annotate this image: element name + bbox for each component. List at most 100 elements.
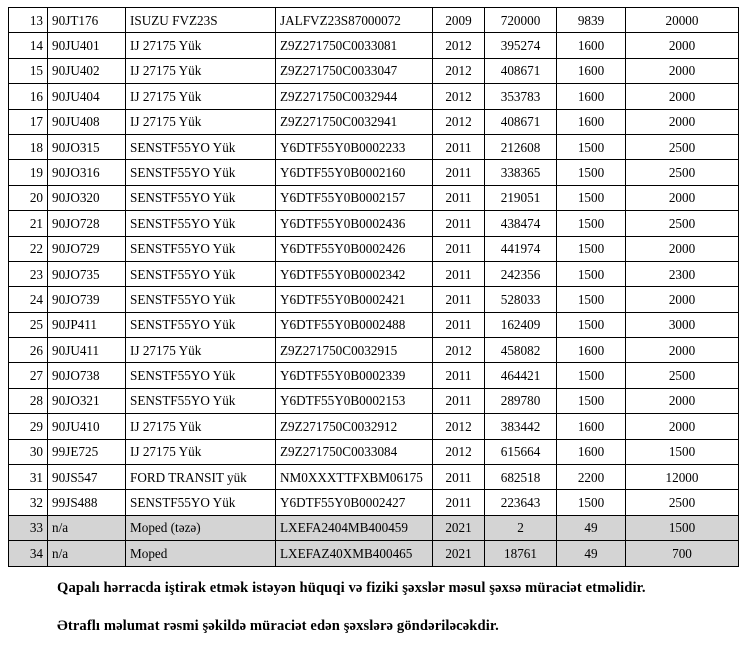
cell-no: 29 <box>8 413 48 440</box>
cell-model: IJ 27175 Yük <box>125 108 276 135</box>
cell-vin: Y6DTF55Y0B0002160 <box>275 159 433 186</box>
cell-vin: Z9Z271750C0032944 <box>275 83 433 110</box>
cell-year: 2011 <box>432 260 485 288</box>
cell-mileage: 408671 <box>484 57 557 85</box>
vehicle-table-body: 13 90JT176 ISUZU FVZ23S JALFVZ23S87000072 20… <box>8 6 739 567</box>
cell-vin: LXEFAZ40XMB400465 <box>275 540 433 567</box>
cell-engine: 1600 <box>556 32 626 59</box>
cell-no: 26 <box>8 337 48 364</box>
cell-price: 2000 <box>625 235 739 262</box>
cell-no: 14 <box>8 32 48 59</box>
cell-engine: 1500 <box>556 362 626 389</box>
cell-model: SENSTF55YO Yük <box>125 489 276 516</box>
cell-model: IJ 27175 Yük <box>125 83 276 110</box>
cell-mileage: 18761 <box>484 540 557 567</box>
cell-price: 2000 <box>625 83 739 110</box>
cell-year: 2009 <box>432 6 485 34</box>
cell-no: 27 <box>8 362 48 389</box>
cell-plate: 90JO729 <box>47 235 126 262</box>
cell-vin: Y6DTF55Y0B0002436 <box>275 210 433 237</box>
cell-year: 2012 <box>432 108 485 135</box>
cell-no: 22 <box>8 235 48 262</box>
cell-plate: 90JU401 <box>47 32 126 59</box>
cell-vin: Z9Z271750C0032941 <box>275 108 433 135</box>
cell-vin: Y6DTF55Y0B0002153 <box>275 387 433 415</box>
cell-model: SENSTF55YO Yük <box>125 159 276 186</box>
cell-model: SENSTF55YO Yük <box>125 260 276 288</box>
footer-notes: Qapalı hərracda iştirak etmək istəyən hü… <box>57 578 677 636</box>
cell-plate: 90JO738 <box>47 362 126 389</box>
cell-vin: Z9Z271750C0032912 <box>275 413 433 440</box>
cell-price: 1500 <box>625 438 739 466</box>
cell-price: 2500 <box>625 489 739 516</box>
table-row: 33 n/a Moped (təzə) LXEFA2404MB400459 2021 2 4… <box>8 514 739 542</box>
cell-year: 2011 <box>432 311 485 339</box>
cell-model: Moped <box>125 540 276 567</box>
cell-year: 2012 <box>432 57 485 85</box>
cell-plate: 99JS488 <box>47 489 126 516</box>
cell-engine: 2200 <box>556 464 626 491</box>
table-row: 13 90JT176 ISUZU FVZ23S JALFVZ23S87000072 20… <box>8 6 739 34</box>
cell-plate: 90JS547 <box>47 464 126 491</box>
cell-price: 2000 <box>625 32 739 59</box>
cell-model: SENSTF55YO Yük <box>125 387 276 415</box>
cell-mileage: 242356 <box>484 260 557 288</box>
cell-mileage: 464421 <box>484 362 557 389</box>
cell-model: FORD TRANSIT yük <box>125 464 276 491</box>
table-row: 22 90JO729 SENSTF55YO Yük Y6DTF55Y0B0002426… <box>8 235 739 262</box>
table-row: 18 90JO315 SENSTF55YO Yük Y6DTF55Y0B0002233… <box>8 133 739 161</box>
cell-model: IJ 27175 Yük <box>125 32 276 59</box>
cell-price: 2000 <box>625 286 739 313</box>
cell-no: 28 <box>8 387 48 415</box>
cell-engine: 1600 <box>556 413 626 440</box>
cell-plate: 90JP411 <box>47 311 126 339</box>
vehicle-table-container: 13 90JT176 ISUZU FVZ23S JALFVZ23S87000072 20… <box>8 6 739 567</box>
cell-mileage: 441974 <box>484 235 557 262</box>
table-row: 19 90JO316 SENSTF55YO Yük Y6DTF55Y0B0002160… <box>8 159 739 186</box>
cell-engine: 1500 <box>556 489 626 516</box>
cell-price: 3000 <box>625 311 739 339</box>
table-row: 23 90JO735 SENSTF55YO Yük Y6DTF55Y0B0002342… <box>8 260 739 288</box>
cell-vin: Y6DTF55Y0B0002426 <box>275 235 433 262</box>
cell-plate: 90JO320 <box>47 184 126 212</box>
cell-mileage: 2 <box>484 514 557 542</box>
cell-plate: 90JO316 <box>47 159 126 186</box>
cell-no: 33 <box>8 514 48 542</box>
cell-vin: Y6DTF55Y0B0002488 <box>275 311 433 339</box>
cell-price: 2300 <box>625 260 739 288</box>
table-row: 29 90JU410 IJ 27175 Yük Z9Z271750C0032912 20… <box>8 413 739 440</box>
cell-vin: Z9Z271750C0033084 <box>275 438 433 466</box>
cell-year: 2021 <box>432 540 485 567</box>
cell-no: 25 <box>8 311 48 339</box>
cell-price: 2000 <box>625 337 739 364</box>
cell-engine: 1500 <box>556 235 626 262</box>
cell-model: SENSTF55YO Yük <box>125 235 276 262</box>
cell-mileage: 438474 <box>484 210 557 237</box>
cell-price: 2000 <box>625 108 739 135</box>
cell-price: 2000 <box>625 184 739 212</box>
cell-plate: 99JE725 <box>47 438 126 466</box>
table-row: 16 90JU404 IJ 27175 Yük Z9Z271750C0032944 20… <box>8 83 739 110</box>
cell-plate: 90JU404 <box>47 83 126 110</box>
cell-mileage: 162409 <box>484 311 557 339</box>
cell-year: 2012 <box>432 413 485 440</box>
cell-price: 700 <box>625 540 739 567</box>
cell-no: 18 <box>8 133 48 161</box>
cell-price: 12000 <box>625 464 739 491</box>
cell-model: SENSTF55YO Yük <box>125 210 276 237</box>
cell-year: 2011 <box>432 159 485 186</box>
table-row: 14 90JU401 IJ 27175 Yük Z9Z271750C0033081 20… <box>8 32 739 59</box>
cell-mileage: 338365 <box>484 159 557 186</box>
cell-vin: Y6DTF55Y0B0002339 <box>275 362 433 389</box>
cell-vin: Z9Z271750C0032915 <box>275 337 433 364</box>
cell-engine: 1500 <box>556 286 626 313</box>
footer-note: Qapalı hərracda iştirak etmək istəyən hü… <box>57 580 646 596</box>
cell-plate: 90JT176 <box>47 6 126 34</box>
table-row: 17 90JU408 IJ 27175 Yük Z9Z271750C0032941 20… <box>8 108 739 135</box>
cell-year: 2011 <box>432 210 485 237</box>
cell-no: 30 <box>8 438 48 466</box>
cell-model: IJ 27175 Yük <box>125 57 276 85</box>
table-row: 27 90JO738 SENSTF55YO Yük Y6DTF55Y0B0002339… <box>8 362 739 389</box>
table-row: 31 90JS547 FORD TRANSIT yük NM0XXXTTFXBM061… <box>8 464 739 491</box>
cell-plate: 90JO728 <box>47 210 126 237</box>
